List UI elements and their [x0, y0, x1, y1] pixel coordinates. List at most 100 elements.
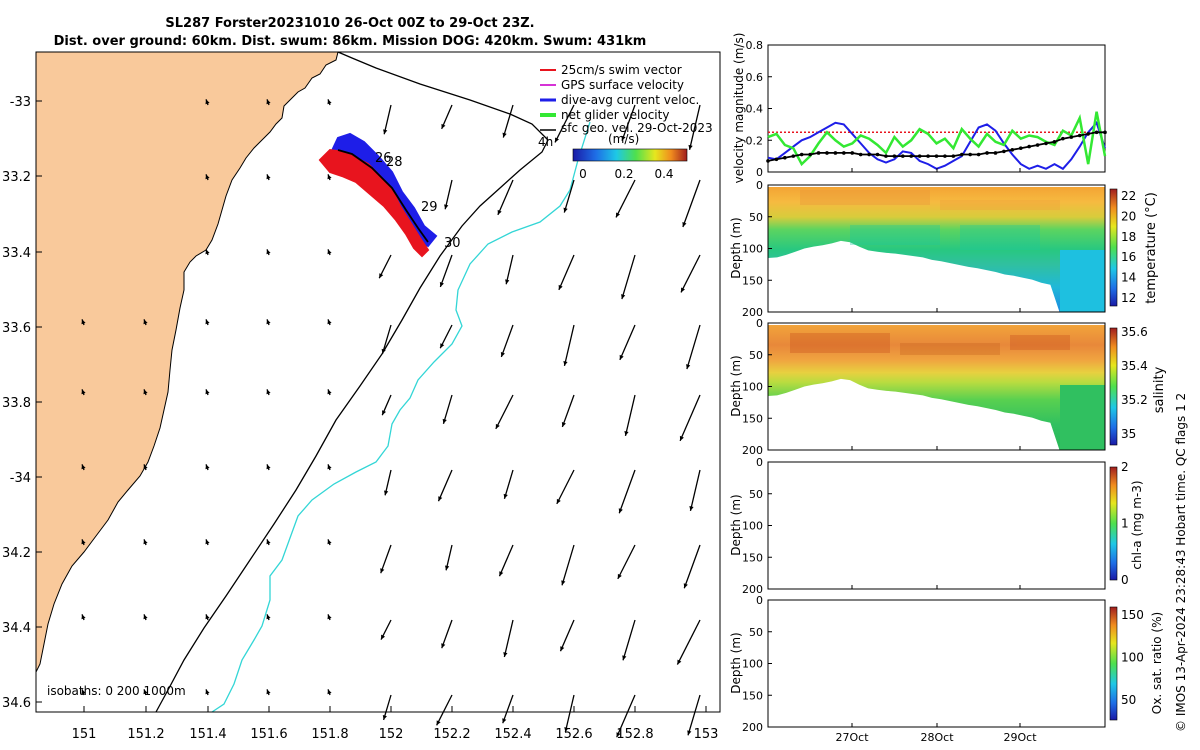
sfc-geo-vector-head [266, 99, 271, 105]
map-frame [35, 51, 721, 713]
salinity-panel: 0 50 100 150 200 35 35.2 35.4 35.6 Depth (m) sal… [729, 317, 1167, 457]
depth-tick-label: 0 [756, 317, 763, 330]
sfc-geo-vector-head [81, 539, 86, 545]
sfc-geo-vector [682, 179, 701, 228]
sfc-geo-vector [688, 104, 701, 150]
colorbar-tick-label: 100 [1121, 651, 1144, 665]
depth-tick-label: 0 [756, 179, 763, 192]
time-tick-label: 28Oct [920, 731, 954, 744]
sfc-geo-vector-head [379, 273, 384, 279]
map-ytick-label: 33.6 [2, 321, 31, 336]
map-land-coastline [35, 51, 339, 673]
sfc-geo-vector [498, 544, 514, 577]
chla-colorbar-label: chl-a (mg m-3) [1130, 480, 1144, 569]
legend-label-geo: sfc geo. vel. 29-Oct-2023 [561, 121, 713, 135]
depth-tick-label: 150 [742, 551, 763, 564]
colorbar-tick-label: 14 [1121, 271, 1136, 285]
sfc-geo-vector [621, 254, 636, 300]
legend-extra-4h: 4h [538, 135, 553, 149]
velocity-series-point [825, 151, 829, 155]
sfc-geo-vector [621, 104, 636, 141]
salinity-ylabel: Depth (m) [729, 355, 743, 416]
sfc-geo-vector-head [81, 389, 86, 395]
sfc-geo-vector-head [616, 732, 621, 738]
sfc-geo-vector-head [556, 498, 561, 504]
velocity-series-point [917, 154, 922, 158]
temperature-texture [800, 190, 1060, 250]
sfc-geo-vector [680, 254, 701, 293]
sfc-geo-vector-head [621, 135, 626, 141]
depth-tick-label: 200 [742, 444, 763, 457]
velocity-series-point [774, 157, 779, 162]
sfc-geo-vector-head [441, 643, 446, 649]
sfc-geo-vector [439, 254, 453, 288]
day-label-29: 29 [421, 200, 438, 215]
sfc-geo-vector-head [205, 99, 210, 105]
sfc-geo-vector [683, 544, 701, 589]
map-ytick-label: -33 [10, 95, 31, 110]
velocity-series-point [791, 154, 796, 158]
sfc-geo-vector-head [266, 614, 271, 620]
time-tick-label: 27Oct [835, 731, 869, 744]
depth-tick-label: 200 [742, 721, 763, 734]
map-panel: 26 28 29 30 25cm/s swim vector GPS surfa… [2, 51, 721, 742]
sfc-geo-vector [563, 179, 575, 213]
velocity-axes-frame [767, 44, 1106, 173]
salinity-colorbar [1109, 327, 1118, 446]
temperature-cool-band-2 [960, 225, 1040, 250]
sfc-geo-vector-head [205, 249, 210, 255]
sfc-geo-vector [441, 619, 453, 649]
sfc-geo-vector-head [327, 174, 332, 180]
sfc-geo-vector-head [503, 493, 508, 499]
colorbar-tick-0.2: 0.2 [614, 167, 633, 181]
depth-tick-label: 50 [749, 626, 763, 639]
sfc-geo-vector [497, 179, 514, 216]
map-xtick-label: 152 [379, 727, 404, 742]
sfc-geo-vector [622, 619, 636, 661]
chla-panel: 0 50 100 150 200 0 1 2 Depth (m) chl-a (mg m-3) [729, 456, 1144, 596]
sfc-geo-vector-head [561, 580, 566, 586]
sfc-geo-vector [503, 619, 514, 658]
velocity-ticks: 0 0.2 0.4 0.6 0.8 [746, 39, 772, 179]
sfc-geo-vector-head [438, 496, 443, 502]
sfc-geo-vector-head [81, 319, 86, 325]
sfc-geo-vector-head [563, 361, 568, 366]
sfc-geo-vector-head [560, 646, 565, 652]
velocity-series-point [1069, 135, 1074, 139]
sfc-geo-vector-head [266, 174, 271, 180]
sfc-geo-vector-head [442, 418, 447, 424]
colorbar-tick-label: 35.6 [1121, 325, 1148, 339]
velocity-series-point [1010, 147, 1015, 152]
map-xtick-label: 151.8 [311, 727, 348, 742]
sfc-geo-vector [616, 694, 636, 738]
colorbar-tick-label: 16 [1121, 250, 1136, 264]
depth-tick-label: 100 [742, 658, 763, 671]
speed-colorbar [572, 148, 688, 162]
colorbar-tick-label: 22 [1121, 189, 1136, 203]
salinity-high-band [790, 333, 890, 353]
salinity-ticks: 0 50 100 150 200 35 35.2 35.4 35.6 [742, 317, 1148, 457]
sfc-geo-vector-head [143, 389, 148, 395]
temperature-colorbar-label: temperature (°C) [1144, 192, 1159, 304]
sfc-geo-vector [442, 394, 453, 424]
velocity-series-point [875, 152, 880, 157]
velocity-series-point [934, 154, 939, 158]
salinity-high-band-2 [900, 343, 1000, 355]
sfc-geo-vector-head [327, 539, 332, 545]
sfc-geo-vector [436, 694, 453, 726]
sfc-geo-vector-head [563, 207, 568, 213]
map-xtick-label: 151.6 [250, 727, 287, 742]
sfc-geo-vector [380, 544, 392, 574]
salinity-texture [790, 333, 1070, 355]
sfc-geo-vector [618, 469, 636, 514]
chla-ticks: 0 50 100 150 200 0 1 2 [742, 456, 1129, 596]
velocity-series-point [1103, 130, 1107, 135]
velocity-series-point [909, 154, 914, 158]
sfc-geo-vector-head [621, 294, 626, 300]
sfc-geo-vector-head [327, 99, 332, 105]
sfc-geo-vector [679, 394, 701, 442]
sfc-geo-vector-head [686, 364, 691, 370]
sfc-geo-vector [505, 254, 514, 285]
velocity-series-point [842, 151, 846, 155]
